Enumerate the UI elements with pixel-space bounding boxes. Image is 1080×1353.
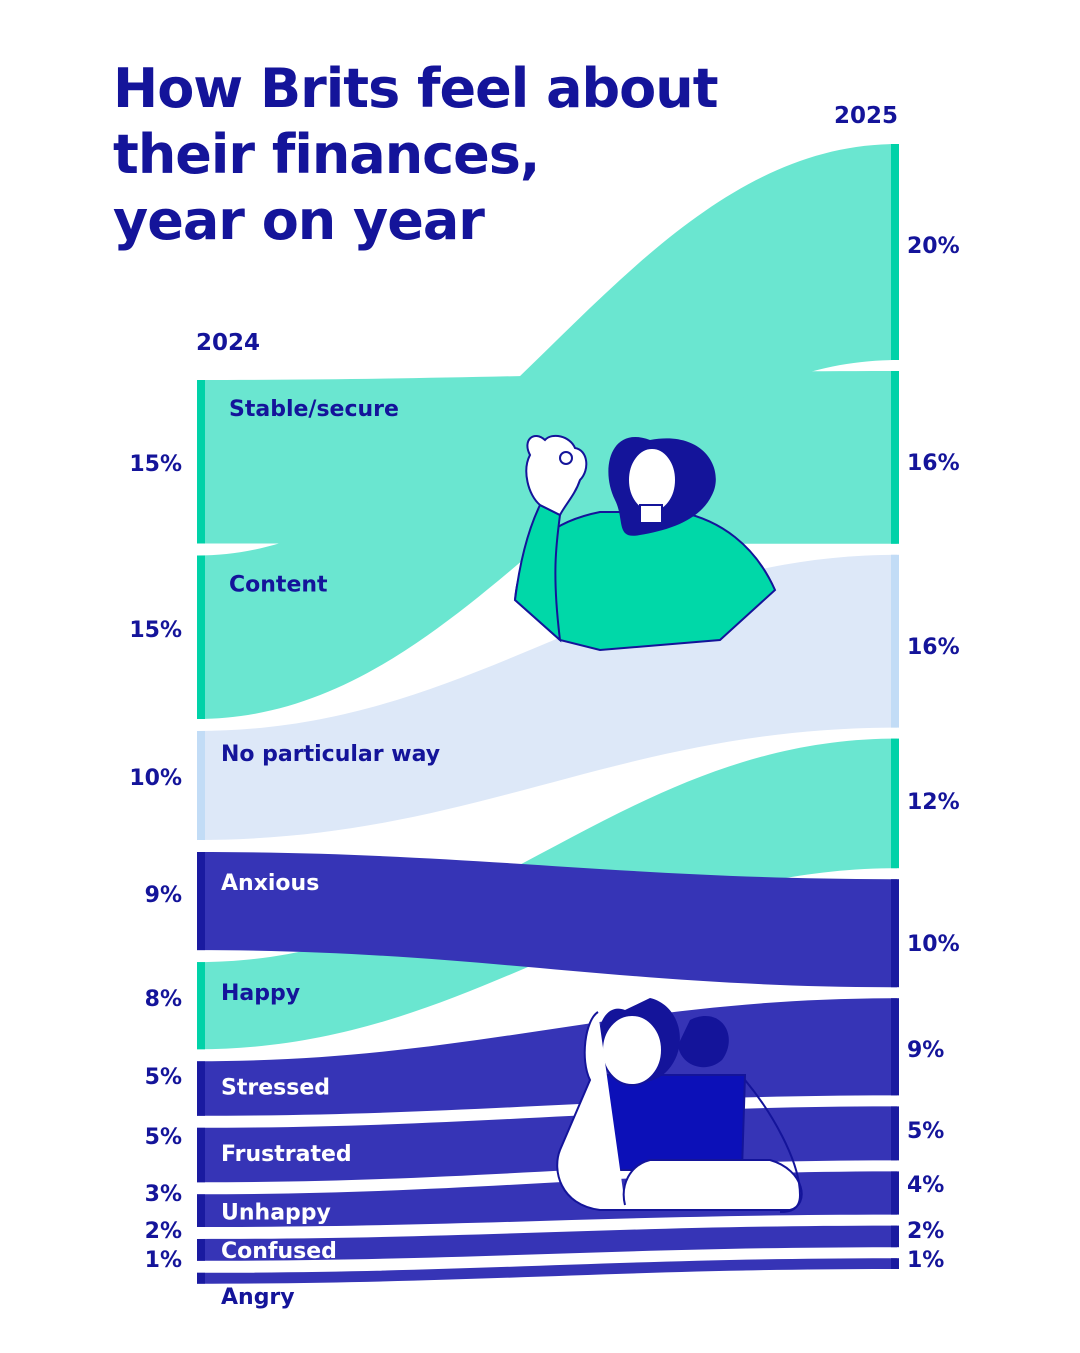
title-line-3: year on year <box>113 189 485 252</box>
category-label-anxious: Anxious <box>221 871 319 896</box>
bar-2025-unhappy <box>891 1171 899 1215</box>
flow-band-anxious <box>197 852 897 988</box>
bar-2024-stressed <box>197 1061 205 1116</box>
value-2024-stable-secure: 15% <box>129 452 182 477</box>
chart-title: How Brits feel about their finances, yea… <box>113 56 813 254</box>
value-2024-confused: 2% <box>145 1219 182 1244</box>
year-label-2024: 2024 <box>196 330 261 356</box>
category-label-confused: Confused <box>221 1239 337 1264</box>
woman-head-in-hand-icon <box>556 998 803 1213</box>
bar-2025-angry <box>891 1258 899 1269</box>
bar-2024-happy <box>197 962 205 1050</box>
value-2025-no-particular-way: 16% <box>907 635 960 660</box>
title-line-2: their finances, <box>113 123 540 186</box>
category-label-angry: Angry <box>221 1285 295 1310</box>
bar-2025-happy <box>891 738 899 869</box>
value-2025-angry: 1% <box>907 1248 944 1273</box>
value-2025-confused: 2% <box>907 1219 944 1244</box>
bar-2024-angry <box>197 1272 205 1284</box>
bar-2024-stable-secure <box>197 380 205 544</box>
value-2024-no-particular-way: 10% <box>129 766 182 791</box>
bar-2024-anxious <box>197 852 205 951</box>
value-2025-unhappy: 4% <box>907 1173 944 1198</box>
value-2024-stressed: 5% <box>145 1065 182 1090</box>
value-2024-frustrated: 5% <box>145 1125 182 1150</box>
flow-band-content <box>197 144 897 719</box>
value-2025-happy: 12% <box>907 790 960 815</box>
category-label-unhappy: Unhappy <box>221 1200 331 1225</box>
category-label-stressed: Stressed <box>221 1075 330 1100</box>
value-2025-stressed: 9% <box>907 1038 944 1063</box>
bar-2024-confused <box>197 1239 205 1261</box>
value-2024-anxious: 9% <box>145 883 182 908</box>
value-2025-anxious: 10% <box>907 932 960 957</box>
bar-2024-unhappy <box>197 1194 205 1227</box>
title-line-1: How Brits feel about <box>113 57 719 120</box>
bar-2025-frustrated <box>891 1106 899 1161</box>
bar-2025-no-particular-way <box>891 554 899 728</box>
value-2025-stable-secure: 16% <box>907 451 960 476</box>
bar-2025-confused <box>891 1225 899 1248</box>
bar-2025-stressed <box>891 998 899 1096</box>
flow-band-angry <box>197 1258 897 1284</box>
value-2025-frustrated: 5% <box>907 1119 944 1144</box>
labels-layer: Stable/secure 15% 16% Content 15% 20% No parti… <box>129 234 959 1310</box>
bar-2025-stable-secure <box>891 371 899 544</box>
category-label-stable-secure: Stable/secure <box>229 397 399 422</box>
category-label-content: Content <box>229 573 328 598</box>
category-label-happy: Happy <box>221 981 300 1006</box>
flow-band-confused <box>197 1225 897 1261</box>
year-label-2025: 2025 <box>834 103 899 129</box>
woman-ok-gesture-icon <box>513 434 777 652</box>
value-2024-happy: 8% <box>145 987 182 1012</box>
bar-2025-content <box>891 144 899 360</box>
category-label-frustrated: Frustrated <box>221 1142 352 1167</box>
value-2024-unhappy: 3% <box>145 1182 182 1207</box>
bar-2024-content <box>197 555 205 719</box>
value-2024-content: 15% <box>129 618 182 643</box>
bar-2024-frustrated <box>197 1127 205 1183</box>
category-label-no-particular-way: No particular way <box>221 742 440 767</box>
value-2025-content: 20% <box>907 234 960 259</box>
value-2024-angry: 1% <box>145 1248 182 1273</box>
bar-2024-no-particular-way <box>197 731 205 840</box>
bar-2025-anxious <box>891 879 899 988</box>
